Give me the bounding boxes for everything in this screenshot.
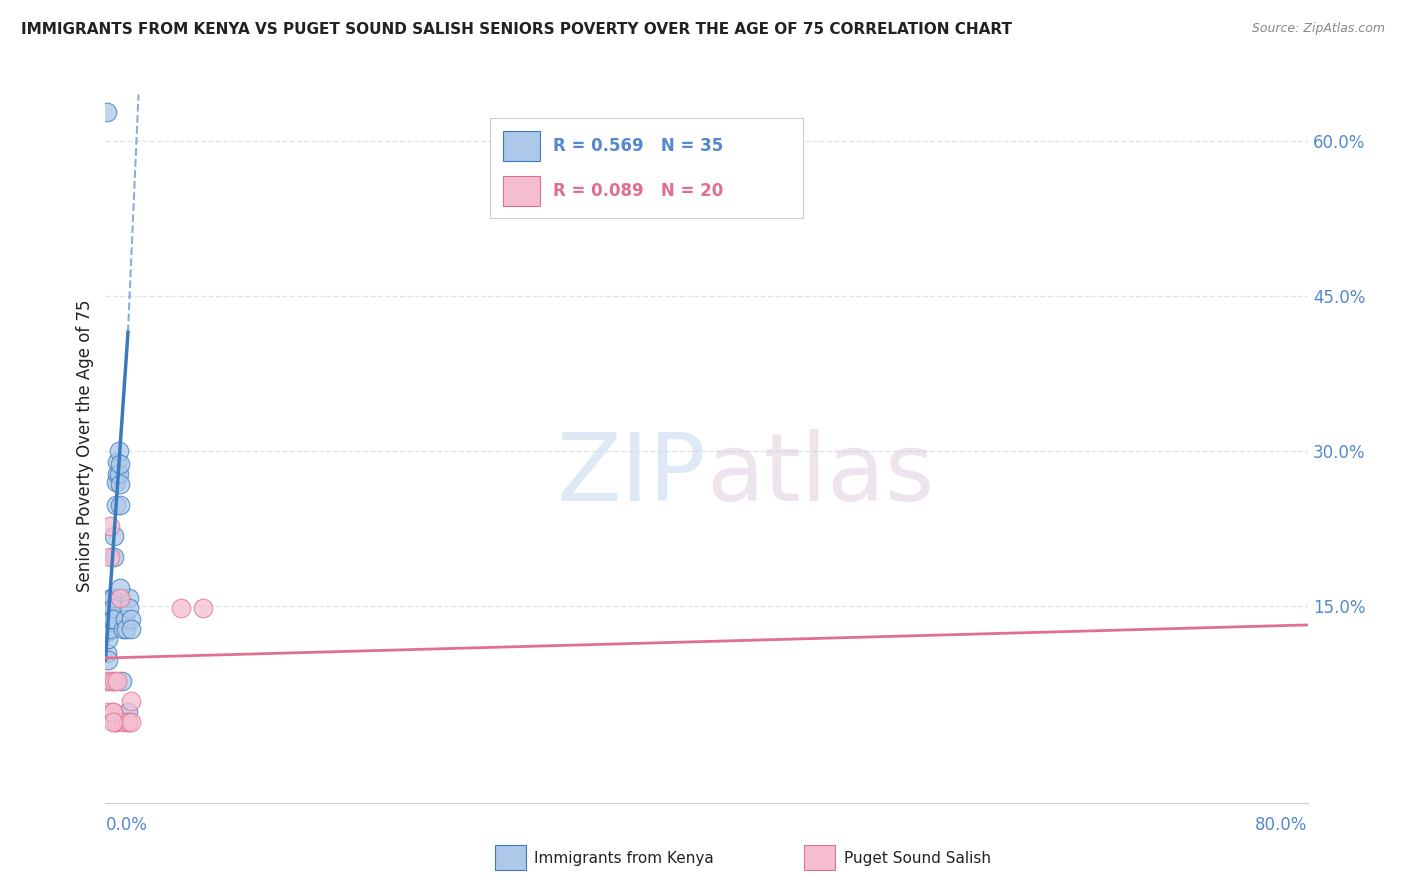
Point	[97, 705, 120, 719]
Point	[110, 581, 132, 595]
Point	[117, 715, 139, 730]
Point	[101, 705, 124, 719]
Point	[96, 646, 118, 660]
Point	[96, 105, 118, 120]
Point	[104, 498, 127, 512]
Text: 0.0%: 0.0%	[105, 816, 148, 834]
Point	[118, 601, 141, 615]
Point	[100, 591, 122, 605]
Point	[110, 591, 132, 605]
Point	[110, 457, 132, 471]
Point	[117, 705, 139, 719]
Text: 80.0%: 80.0%	[1256, 816, 1308, 834]
Text: R = 0.089   N = 20: R = 0.089 N = 20	[553, 182, 723, 200]
Point	[96, 625, 118, 640]
Point	[98, 622, 121, 636]
Point	[96, 673, 118, 688]
Point	[118, 591, 141, 605]
Point	[100, 673, 122, 688]
Text: IMMIGRANTS FROM KENYA VS PUGET SOUND SALISH SENIORS POVERTY OVER THE AGE OF 75 C: IMMIGRANTS FROM KENYA VS PUGET SOUND SAL…	[21, 22, 1012, 37]
Point	[107, 467, 129, 481]
Point	[101, 705, 124, 719]
Point	[97, 653, 120, 667]
Point	[97, 601, 120, 615]
Point	[104, 715, 127, 730]
Point	[101, 591, 124, 605]
Point	[101, 601, 124, 615]
Point	[111, 673, 134, 688]
Point	[98, 518, 121, 533]
Point	[101, 612, 124, 626]
Text: Source: ZipAtlas.com: Source: ZipAtlas.com	[1251, 22, 1385, 36]
Text: atlas: atlas	[707, 428, 935, 521]
Point	[107, 454, 129, 468]
Text: Puget Sound Salish: Puget Sound Salish	[844, 851, 991, 865]
Point	[98, 601, 121, 615]
Point	[112, 622, 135, 636]
Point	[114, 612, 136, 626]
FancyBboxPatch shape	[502, 176, 540, 206]
Point	[169, 601, 191, 615]
Point	[103, 549, 125, 564]
Point	[104, 715, 127, 730]
Point	[117, 715, 139, 730]
Text: ZIP: ZIP	[557, 428, 707, 521]
Point	[120, 622, 142, 636]
Point	[98, 549, 121, 564]
Point	[110, 477, 132, 491]
Point	[104, 475, 127, 490]
Point	[101, 715, 124, 730]
Point	[103, 529, 125, 543]
Point	[108, 467, 131, 481]
Point	[120, 715, 142, 730]
Point	[100, 612, 122, 626]
Point	[120, 694, 142, 708]
Point	[110, 498, 132, 512]
Point	[120, 612, 142, 626]
Text: Immigrants from Kenya: Immigrants from Kenya	[534, 851, 714, 865]
Point	[112, 715, 135, 730]
Point	[108, 444, 131, 458]
Y-axis label: Seniors Poverty Over the Age of 75: Seniors Poverty Over the Age of 75	[76, 300, 94, 592]
Point	[191, 601, 214, 615]
Point	[97, 632, 120, 647]
Point	[98, 612, 121, 626]
FancyBboxPatch shape	[502, 131, 540, 161]
Point	[107, 673, 129, 688]
Point	[115, 622, 138, 636]
Point	[103, 673, 125, 688]
Text: R = 0.569   N = 35: R = 0.569 N = 35	[553, 136, 723, 154]
